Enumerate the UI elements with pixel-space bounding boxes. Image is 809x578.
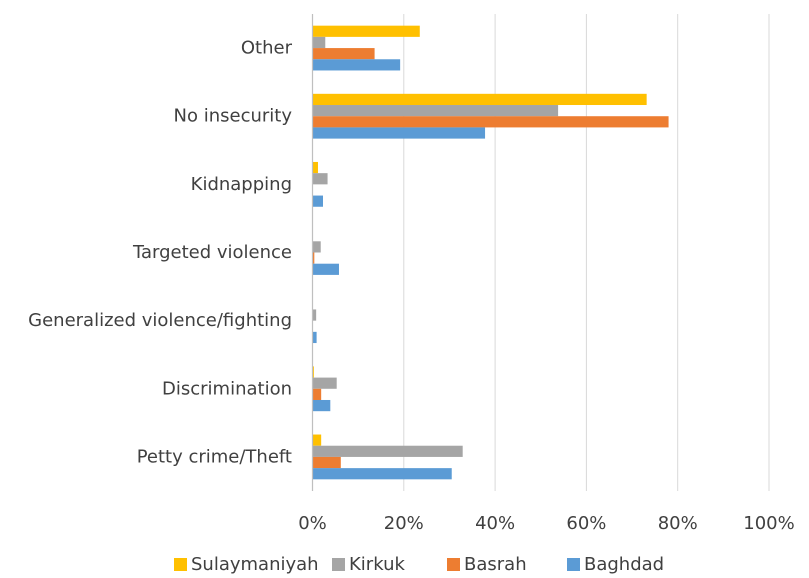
bar-basrah-4	[312, 252, 315, 264]
bar-basrah-7	[312, 456, 341, 469]
bar-baghdad-1	[312, 59, 401, 71]
bar-basrah-2	[312, 116, 669, 128]
legend-label-basrah: Basrah	[464, 554, 527, 574]
x-tick-labels: 0% 20% 40% 60% 80% 100%	[298, 513, 795, 534]
bar-sulaymaniyah-2	[312, 93, 647, 106]
legend-swatch-baghdad	[567, 558, 580, 571]
gridlines	[403, 14, 770, 491]
bar-sulaymaniyah-7	[312, 434, 322, 446]
x-tick-label: 40%	[475, 513, 515, 534]
category-label: Generalized violence/fighting	[28, 310, 292, 331]
legend-label-kirkuk: Kirkuk	[349, 554, 405, 574]
legend-swatch-kirkuk	[332, 558, 345, 571]
bar-baghdad-5	[312, 331, 317, 344]
bar-kirkuk-7	[312, 445, 463, 457]
category-label: Targeted violence	[132, 242, 292, 263]
bar-sulaymaniyah-6	[312, 366, 314, 378]
category-label: Discrimination	[162, 378, 292, 399]
legend: Sulaymaniyah Kirkuk Basrah Baghdad	[174, 554, 664, 575]
category-label: Kidnapping	[191, 174, 292, 195]
x-tick-label: 20%	[384, 513, 424, 534]
bar-baghdad-3	[312, 195, 323, 207]
category-labels: Other No insecurity Kidnapping Targeted vio…	[28, 38, 292, 468]
bar-sulaymaniyah-1	[312, 25, 420, 37]
category-label: Other	[241, 38, 293, 59]
bar-kirkuk-5	[312, 309, 317, 321]
bars	[312, 25, 669, 480]
bar-baghdad-7	[312, 468, 452, 480]
bar-baghdad-2	[312, 127, 486, 139]
legend-label-sulaymaniyah: Sulaymaniyah	[191, 554, 319, 574]
bar-kirkuk-4	[312, 241, 321, 253]
bar-sulaymaniyah-3	[312, 161, 318, 174]
x-tick-label: 100%	[743, 513, 794, 534]
bar-basrah-6	[312, 388, 322, 400]
bar-basrah-1	[312, 48, 375, 60]
bar-kirkuk-2	[312, 105, 559, 117]
x-tick-label: 60%	[566, 513, 606, 534]
bar-kirkuk-3	[312, 173, 328, 185]
x-tick-label: 80%	[658, 513, 698, 534]
x-tick-label: 0%	[298, 513, 327, 534]
legend-label-baghdad: Baghdad	[584, 554, 664, 574]
bar-kirkuk-1	[312, 36, 326, 49]
legend-swatch-basrah	[447, 558, 460, 571]
bar-baghdad-6	[312, 399, 331, 412]
bar-baghdad-4	[312, 263, 339, 275]
category-label: Petty crime/Theft	[137, 446, 292, 467]
legend-swatch-sulaymaniyah	[174, 558, 187, 571]
category-label: No insecurity	[174, 106, 293, 127]
bar-kirkuk-6	[312, 377, 337, 389]
